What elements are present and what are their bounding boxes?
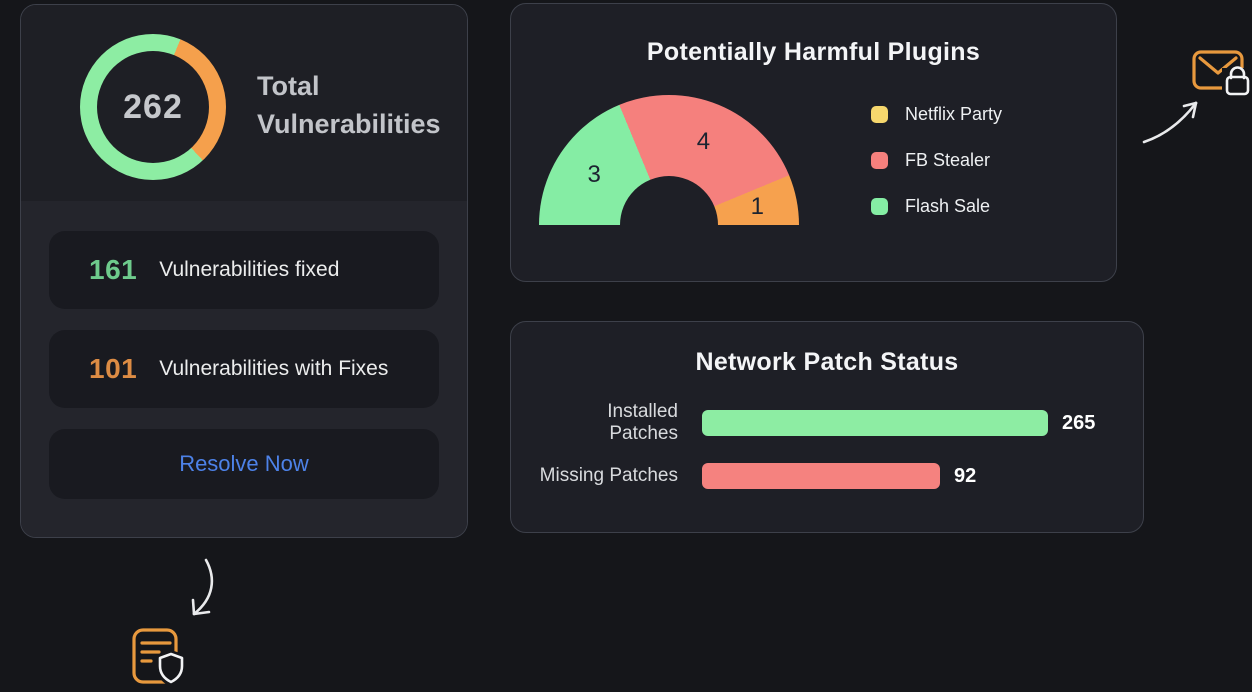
patch-row-value: 265 [1062,411,1096,434]
harmful-plugins-title: Potentially Harmful Plugins [646,38,981,66]
gauge-segment-label: 1 [750,193,764,221]
patch-row-label: Missing Patches [539,465,678,486]
total-vulnerabilities-donut: 262 [80,34,226,180]
total-vulnerabilities-stats: 161 Vulnerabilities fixed 101 Vulnerabil… [21,201,467,537]
gauge-segment-label: 3 [587,160,601,188]
network-patch-status-title: Network Patch Status [695,348,959,376]
resolve-now-button[interactable]: Resolve Now [49,429,439,499]
envelope-lock-icon [1191,48,1252,100]
donut-hole: 262 [97,51,209,163]
total-vulnerabilities-value: 262 [123,87,183,126]
harmful-plugins-body: 3 4 1 Netflix Party FB Stealer Flash Sale [511,95,1116,226]
harmful-plugins-card: Potentially Harmful Plugins 3 4 1 Netflix … [510,3,1117,282]
legend-swatch-green [871,198,888,215]
total-vulnerabilities-header: 262 Total Vulnerabilities [21,5,467,201]
legend-item-flash-sale: Flash Sale [871,196,1002,217]
patch-row-label: Installed Patches [607,401,678,444]
total-vulnerabilities-card: 262 Total Vulnerabilities 161 Vulnerabil… [20,4,468,538]
legend-item-fb-stealer: FB Stealer [871,150,1002,171]
stat-row-vulnerabilities-fixed: 161 Vulnerabilities fixed [49,231,439,309]
legend-label: Netflix Party [905,104,1003,124]
patch-rows: Installed Patches 265 Missing Patches 92 [511,401,1143,489]
legend-label: FB Stealer [905,150,991,170]
stat-row-vulnerabilities-with-fixes: 101 Vulnerabilities with Fixes [49,330,439,408]
resolve-now-label: Resolve Now [179,451,309,476]
legend-swatch-yellow [871,106,888,123]
total-vulnerabilities-title: Total Vulnerabilities [257,71,441,139]
patch-row-value: 92 [954,464,977,487]
stat-value: 161 [89,254,138,285]
curved-arrow-up-right [1138,94,1210,146]
stat-label: Vulnerabilities with Fixes [159,357,389,380]
document-shield-icon [126,626,194,688]
missing-patches-bar [702,463,940,489]
patch-row-missing: Missing Patches 92 [511,463,1143,489]
stat-value: 101 [89,353,138,384]
plugins-gauge: 3 4 1 [539,95,799,226]
network-patch-status-card: Network Patch Status Installed Patches 2… [510,321,1144,533]
legend-label: Flash Sale [905,196,991,216]
stat-label: Vulnerabilities fixed [159,258,340,281]
legend-item-netflix-party: Netflix Party [871,104,1002,125]
curved-arrow-down-left [176,556,228,622]
patch-row-installed: Installed Patches 265 [511,401,1143,444]
legend-swatch-red [871,152,888,169]
gauge-segment-label: 4 [696,127,711,155]
plugins-legend: Netflix Party FB Stealer Flash Sale [871,104,1002,217]
installed-patches-bar [702,410,1048,436]
